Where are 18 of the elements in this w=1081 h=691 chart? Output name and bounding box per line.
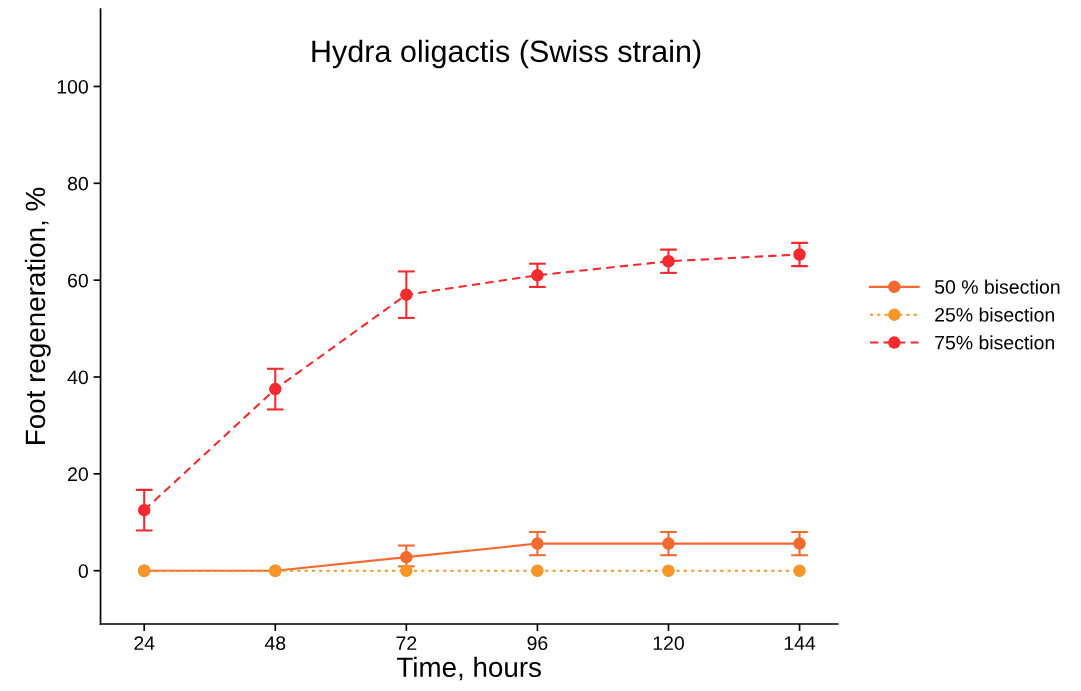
- legend-label: 50 % bisection: [934, 279, 1060, 294]
- text: Hydra oligactis (Swiss strain): [312, 39, 701, 69]
- y-tick-label: 20: [68, 467, 88, 482]
- y-tick-label: 80: [67, 176, 88, 191]
- legend-label: 75% bisection: [935, 335, 1054, 350]
- y-tick-label: 100: [57, 79, 88, 94]
- x-tick-label: 120: [653, 636, 684, 651]
- y-tick-label: 0: [78, 564, 88, 578]
- y-tick-label: 40: [67, 370, 88, 385]
- legend-label: 25% bisection: [935, 307, 1054, 322]
- x-tick-label: 144: [784, 636, 816, 650]
- x-tick-label: 24: [134, 636, 155, 650]
- x-tick-label: 48: [264, 636, 286, 651]
- y-tick-label: 60: [68, 273, 88, 288]
- x-tick-label: 96: [527, 636, 548, 651]
- x-axis-title: Time, hours: [396, 656, 541, 681]
- x-tick-label: 72: [396, 636, 417, 650]
- y-axis-title: Foot regeneration, %: [24, 187, 51, 444]
